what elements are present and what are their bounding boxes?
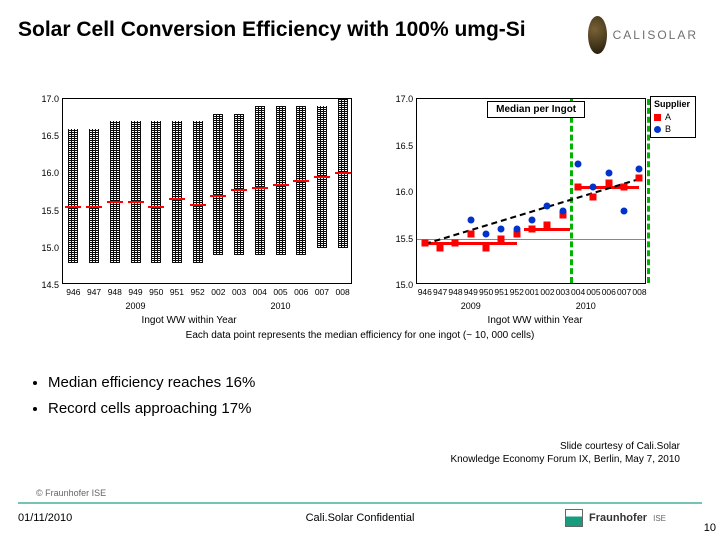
- calisolar-logo-mark: [588, 16, 607, 54]
- calisolar-logo-text: CALISOLAR: [613, 28, 698, 42]
- legend-item-b: B: [654, 123, 692, 135]
- fraunhofer-logo-mark: [565, 509, 583, 527]
- calisolar-logo: CALISOLAR: [588, 10, 698, 60]
- footer-bar: 01/11/2010 Cali.Solar Confidential Fraun…: [18, 506, 702, 530]
- copyright-text: © Fraunhofer ISE: [36, 488, 106, 498]
- left-chart-xlabel: Ingot WW within Year: [142, 315, 237, 326]
- slide-credit: Slide courtesy of Cali.Solar Knowledge E…: [450, 440, 680, 466]
- right-chart-legend: Supplier A B: [650, 96, 696, 138]
- footer-divider: [18, 502, 702, 504]
- fraunhofer-logo: Fraunhofer ISE: [565, 509, 666, 527]
- credit-line-2: Knowledge Economy Forum IX, Berlin, May …: [450, 453, 680, 466]
- legend-label-a: A: [665, 111, 671, 123]
- left-chart: Conversion efficiency (%) 14.515.015.516…: [18, 92, 360, 322]
- legend-title: Supplier: [654, 99, 692, 109]
- legend-swatch-b: [654, 126, 661, 133]
- bullet-1: Median efficiency reaches 16%: [48, 370, 255, 396]
- legend-swatch-a: [654, 114, 661, 121]
- right-chart: Conversion efficiency (%) 15.015.516.016…: [372, 92, 698, 322]
- right-chart-xlabel: Ingot WW within Year: [488, 315, 583, 326]
- left-chart-plot: 14.515.015.516.016.517.09469479489499509…: [62, 98, 352, 284]
- fraunhofer-logo-text: Fraunhofer: [589, 512, 647, 524]
- bullet-list: Median efficiency reaches 16% Record cel…: [30, 370, 255, 421]
- chart-caption: Each data point represents the median ef…: [0, 330, 720, 341]
- credit-line-1: Slide courtesy of Cali.Solar: [450, 440, 680, 453]
- footer-confidential: Cali.Solar Confidential: [306, 512, 415, 524]
- fraunhofer-logo-sub: ISE: [653, 514, 666, 523]
- legend-label-b: B: [665, 123, 671, 135]
- page-number: 10: [704, 522, 716, 534]
- charts-row: Conversion efficiency (%) 14.515.015.516…: [18, 92, 698, 322]
- right-chart-plot: 15.015.516.016.517.094694794894995095195…: [416, 98, 646, 284]
- footer-date: 01/11/2010: [18, 512, 72, 524]
- legend-item-a: A: [654, 111, 692, 123]
- slide-title: Solar Cell Conversion Efficiency with 10…: [18, 18, 526, 42]
- bullet-2: Record cells approaching 17%: [48, 396, 255, 422]
